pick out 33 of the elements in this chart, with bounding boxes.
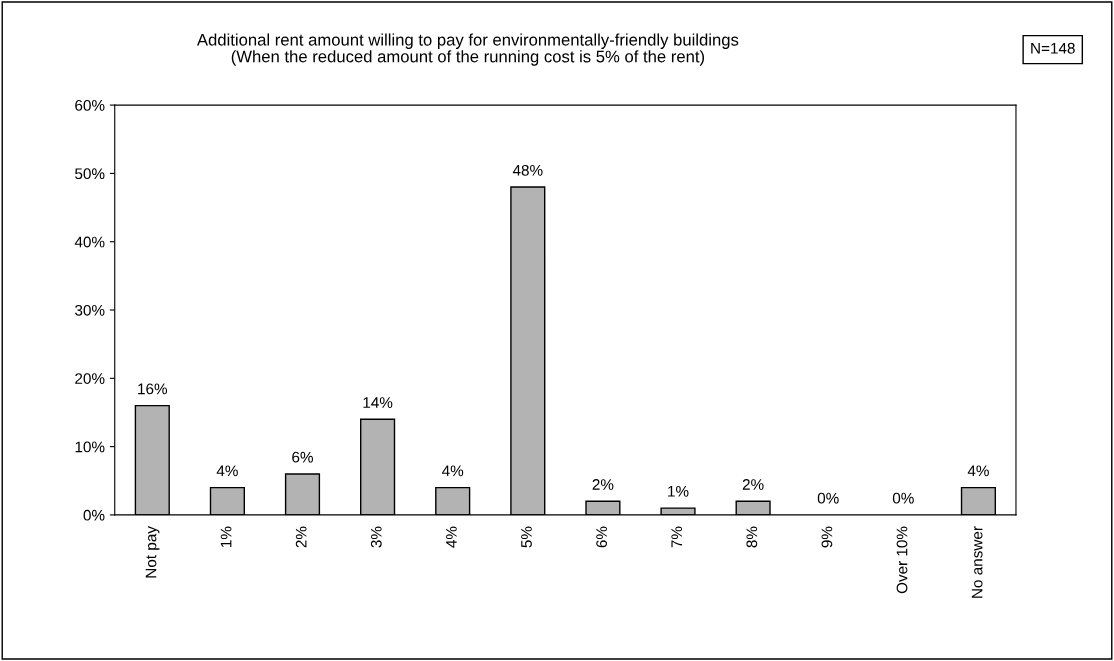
y-tick-label: 50% xyxy=(75,168,105,180)
chart-title: Additional rent amount willing to pay for environmentally-friendly buildings (When the reduced amount of the running cost is 5% of the rent) xyxy=(196,33,739,66)
data-label: 2% xyxy=(592,479,614,490)
x-tick-label: 8% xyxy=(746,526,758,548)
data-label: 4% xyxy=(967,465,989,477)
data-label: 4% xyxy=(216,465,238,477)
x-tick-label: Not pay xyxy=(145,526,160,578)
x-tick-label: 2% xyxy=(295,526,307,548)
x-tick-label: 7% xyxy=(671,526,683,548)
x-tick-label: Over 10% xyxy=(896,526,908,594)
data-label: 0% xyxy=(892,492,914,504)
y-tick-label: 10% xyxy=(75,441,105,453)
data-label: 1% xyxy=(668,485,689,497)
data-label: 14% xyxy=(363,397,393,408)
data-label: 48% xyxy=(512,164,543,176)
x-tick-label: 1% xyxy=(220,526,232,547)
x-tick-label: 9% xyxy=(821,526,833,548)
x-tick-label: 4% xyxy=(446,526,457,548)
text: N=148 xyxy=(1031,42,1075,54)
data-label: 6% xyxy=(292,451,313,463)
data-label: 16% xyxy=(138,383,168,395)
data-label: 2% xyxy=(742,479,764,490)
data-label: 4% xyxy=(442,465,464,477)
y-tick-label: 60% xyxy=(75,99,105,111)
y-tick-label: 20% xyxy=(75,373,105,384)
y-tick-label: 30% xyxy=(75,304,105,316)
x-tick-label: 3% xyxy=(370,526,382,548)
x-tick-label: 6% xyxy=(596,526,608,548)
y-tick-label: 0% xyxy=(83,509,105,521)
x-tick-label: No answer xyxy=(971,526,983,598)
y-tick-label: 40% xyxy=(74,236,105,248)
x-tick-label: 5% xyxy=(521,526,532,548)
data-label: 0% xyxy=(817,492,839,504)
